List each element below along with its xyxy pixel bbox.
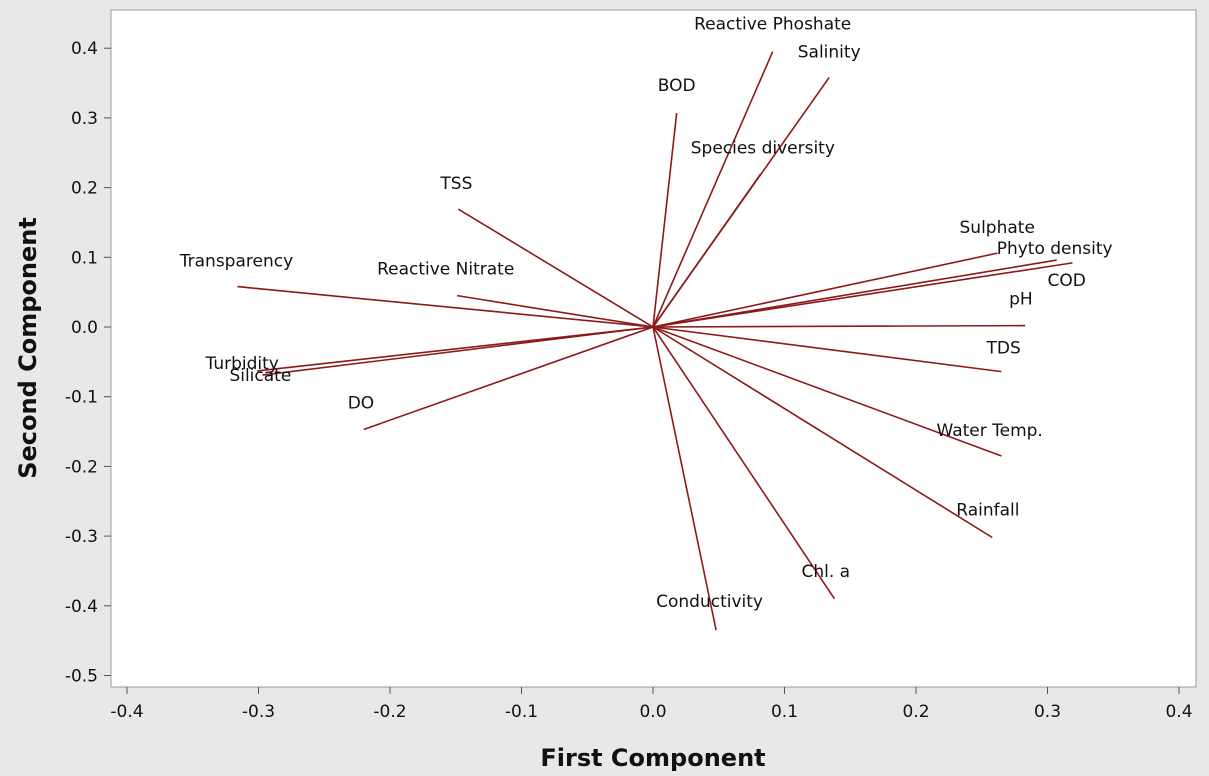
vector-silicate: [262, 326, 654, 376]
vector-rainfall: [652, 326, 993, 539]
vector-label-salinity: Salinity: [798, 42, 861, 62]
vector-tss: [457, 208, 654, 328]
y-tick-label: 0.1: [71, 248, 98, 268]
vector-chl-a: [652, 326, 836, 600]
vector-label-bod: BOD: [658, 76, 696, 96]
vector-label-conductivity: Conductivity: [656, 592, 763, 612]
y-axis: 0.4 0.3 0.2 0.1 0.0 -0.1 -0.2 -0.3 -0.4 -0.5: [65, 39, 111, 687]
y-tick-label: 0.0: [71, 318, 98, 338]
x-tick-label: -0.2: [373, 702, 406, 722]
x-tick-label: 0.1: [771, 702, 798, 722]
vector-label-turbidity: Turbidity: [205, 354, 279, 374]
x-tick-label: 0.4: [1165, 702, 1192, 722]
vector-tds: [652, 326, 1002, 373]
vector-label-cod: COD: [1047, 271, 1085, 291]
vector-label-phyto-density: Phyto density: [997, 239, 1113, 259]
y-tick-label: -0.4: [65, 597, 98, 617]
x-tick-label: -0.1: [505, 702, 538, 722]
y-tick-label: -0.2: [65, 457, 98, 477]
vector-label-tds: TDS: [985, 339, 1020, 359]
y-tick-label: -0.3: [65, 527, 98, 547]
vector-label-water-temp: Water Temp.: [936, 421, 1042, 441]
x-tick-label: -0.3: [242, 702, 275, 722]
x-tick-label: -0.4: [110, 702, 143, 722]
vector-phyto-density: [652, 259, 1057, 328]
vectors-layer: [237, 51, 1073, 631]
vector-label-rainfall: Rainfall: [956, 500, 1019, 520]
x-tick-label: 0.3: [1034, 702, 1061, 722]
vector-species-diversity: [652, 173, 762, 328]
y-axis-title: Second Component: [14, 217, 42, 479]
vector-label-chl-a: Chl. a: [801, 562, 850, 582]
labels-layer: Reactive Phoshate Salinity BOD Species dive…: [179, 15, 1113, 613]
vector-label-transparency: Transparency: [179, 252, 293, 272]
vector-label-tss: TSS: [439, 174, 472, 194]
vector-ph: [652, 324, 1026, 328]
y-tick-label: -0.1: [65, 388, 98, 408]
vector-transparency: [237, 285, 654, 328]
x-tick-label: 0.2: [902, 702, 929, 722]
y-tick-label: 0.3: [71, 109, 98, 129]
vector-label-silicate: Silicate: [229, 366, 291, 386]
plot-area: [110, 9, 1197, 688]
vector-bod: [652, 112, 678, 328]
y-tick-label: 0.2: [71, 179, 98, 199]
x-axis: -0.4 -0.3 -0.2 -0.1 0.0 0.1 0.2 0.3 0.4: [110, 687, 1193, 722]
vector-do: [363, 326, 654, 431]
x-axis-title: First Component: [540, 744, 765, 772]
y-tick-label: 0.4: [71, 39, 98, 59]
vector-sulphate: [652, 252, 998, 328]
y-tick-label: -0.5: [65, 667, 98, 687]
vector-conductivity: [652, 326, 717, 631]
vector-label-ph: pH: [1009, 290, 1033, 310]
vector-cod: [652, 262, 1073, 328]
vector-reactive-phoshate: [652, 51, 774, 328]
vector-reactive-nitrate: [456, 294, 654, 328]
vector-label-sulphate: Sulphate: [960, 218, 1035, 238]
vector-label-do: DO: [348, 393, 374, 413]
vector-water-temp: [652, 326, 1002, 457]
vector-label-species-diversity: Species diversity: [691, 139, 835, 159]
x-tick-label: 0.0: [639, 702, 666, 722]
vector-label-reactive-phoshate: Reactive Phoshate: [694, 15, 851, 35]
vector-label-reactive-nitrate: Reactive Nitrate: [377, 260, 514, 280]
